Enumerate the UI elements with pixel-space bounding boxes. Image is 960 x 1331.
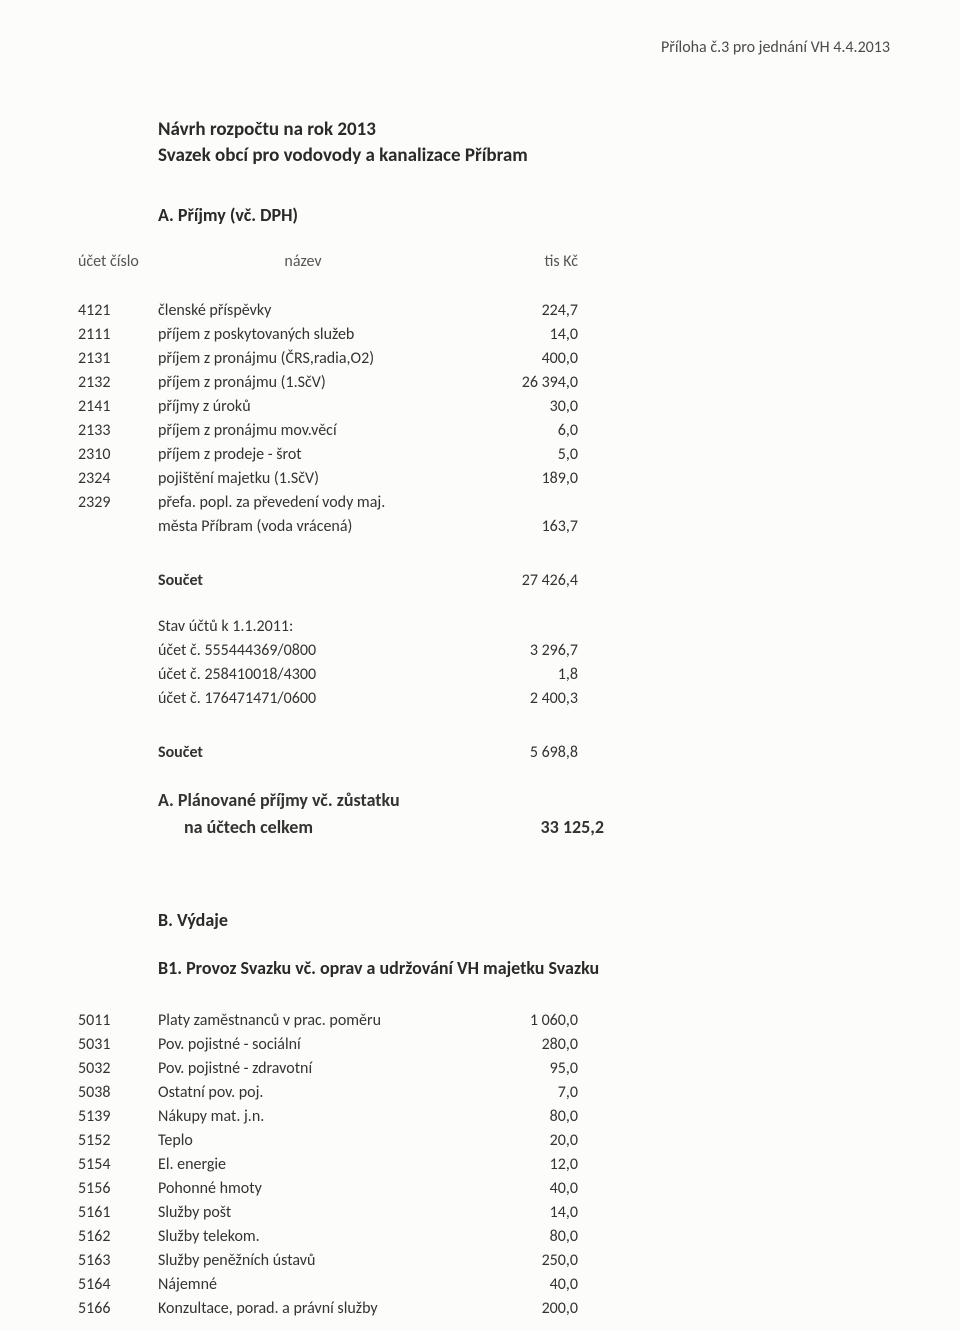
section-b-title: B. Výdaje <box>158 909 900 931</box>
total-a-row-1: A. Plánované příjmy vč. zůstatku <box>78 787 900 814</box>
sum-label: Součet <box>158 741 448 765</box>
table-row: 5162Služby telekom.80,0 <box>78 1225 900 1249</box>
table-row: účet č. 258410018/43001,8 <box>78 663 900 687</box>
total-a-value: 33 125,2 <box>474 814 604 841</box>
sum-label: Součet <box>158 569 448 593</box>
document-title: Návrh rozpočtu na rok 2013 Svazek obcí p… <box>158 117 900 168</box>
col-header-value: tis Kč <box>448 252 578 271</box>
header-note: Příloha č.3 pro jednání VH 4.4.2013 <box>78 38 900 57</box>
table-row: 5139Nákupy mat. j.n.80,0 <box>78 1105 900 1129</box>
table-row: 2133příjem z pronájmu mov.věcí6,0 <box>78 419 900 443</box>
table-row: 5031Pov. pojistné - sociální280,0 <box>78 1033 900 1057</box>
expense-rows: 5011Platy zaměstnanců v prac. poměru1 06… <box>78 1009 900 1321</box>
balance-header: Stav účtů k 1.1.2011: <box>158 615 448 639</box>
table-row: účet č. 555444369/08003 296,7 <box>78 639 900 663</box>
table-row: 5038Ostatní pov. poj.7,0 <box>78 1081 900 1105</box>
balance-sum-value: 5 698,8 <box>448 741 578 765</box>
document-page: Příloha č.3 pro jednání VH 4.4.2013 Návr… <box>0 0 960 1331</box>
table-row: 5011Platy zaměstnanců v prac. poměru1 06… <box>78 1009 900 1033</box>
income-sum-row: Součet 27 426,4 <box>78 569 900 593</box>
balance-header-row: Stav účtů k 1.1.2011: <box>78 615 900 639</box>
title-line-2: Svazek obcí pro vodovody a kanalizace Př… <box>158 143 900 169</box>
table-row: města Příbram (voda vrácená)163,7 <box>78 515 900 539</box>
table-row: 2141příjmy z úroků30,0 <box>78 395 900 419</box>
total-a-label-2: na účtech celkem <box>158 814 474 841</box>
table-row: 5164Nájemné40,0 <box>78 1273 900 1297</box>
table-row: 4121členské příspěvky224,7 <box>78 299 900 323</box>
table-row: 5032Pov. pojistné - zdravotní95,0 <box>78 1057 900 1081</box>
table-row: 2131příjem z pronájmu (ČRS,radia,O2)400,… <box>78 347 900 371</box>
balance-sum-row: Součet 5 698,8 <box>78 741 900 765</box>
income-sum-value: 27 426,4 <box>448 569 578 593</box>
table-row: 2310příjem z prodeje - šrot5,0 <box>78 443 900 467</box>
table-row: 2329přefa. popl. za převedení vody maj. <box>78 491 900 515</box>
table-row: účet č. 176471471/06002 400,3 <box>78 687 900 711</box>
column-headers: účet číslo název tis Kč <box>78 252 900 271</box>
section-a-title: A. Příjmy (vč. DPH) <box>158 204 900 226</box>
balance-rows: účet č. 555444369/08003 296,7 účet č. 25… <box>78 639 900 711</box>
table-row: 2132příjem z pronájmu (1.SčV)26 394,0 <box>78 371 900 395</box>
table-row: 5152Teplo20,0 <box>78 1129 900 1153</box>
table-row: 5154El. energie12,0 <box>78 1153 900 1177</box>
table-row: 5161Služby pošt14,0 <box>78 1201 900 1225</box>
col-header-account: účet číslo <box>78 252 158 271</box>
total-a-label-1: A. Plánované příjmy vč. zůstatku <box>158 787 448 814</box>
title-line-1: Návrh rozpočtu na rok 2013 <box>158 117 900 143</box>
total-a-row-2: na účtech celkem 33 125,2 <box>78 814 900 841</box>
table-row: 5166Konzultace, porad. a právní služby20… <box>78 1297 900 1321</box>
income-rows: 4121členské příspěvky224,7 2111příjem z … <box>78 299 900 539</box>
table-row: 5163Služby peněžních ústavů250,0 <box>78 1249 900 1273</box>
table-row: 5156Pohonné hmoty40,0 <box>78 1177 900 1201</box>
table-row: 2324pojištění majetku (1.SčV)189,0 <box>78 467 900 491</box>
col-header-name: název <box>158 252 448 271</box>
section-b1-title: B1. Provoz Svazku vč. oprav a udržování … <box>158 957 900 979</box>
table-row: 2111příjem z poskytovaných služeb14,0 <box>78 323 900 347</box>
